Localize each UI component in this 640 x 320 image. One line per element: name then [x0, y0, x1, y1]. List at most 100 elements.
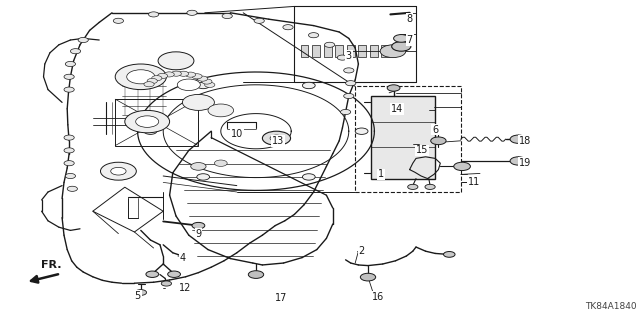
Bar	[347, 45, 355, 57]
Circle shape	[344, 93, 354, 99]
Circle shape	[202, 79, 212, 84]
Circle shape	[171, 71, 181, 76]
Circle shape	[444, 252, 455, 257]
Circle shape	[303, 82, 315, 89]
Circle shape	[177, 79, 200, 91]
Circle shape	[70, 49, 81, 54]
Circle shape	[262, 131, 291, 145]
Text: 6: 6	[432, 124, 438, 135]
Circle shape	[186, 72, 196, 77]
Circle shape	[187, 10, 197, 15]
Text: 15: 15	[416, 145, 429, 156]
Bar	[370, 45, 378, 57]
Circle shape	[78, 37, 88, 43]
Text: 1: 1	[378, 169, 384, 180]
Text: 5: 5	[134, 291, 141, 301]
Circle shape	[510, 157, 527, 165]
Circle shape	[135, 290, 147, 295]
Circle shape	[344, 68, 354, 73]
Circle shape	[64, 161, 74, 166]
Circle shape	[254, 18, 264, 23]
Circle shape	[425, 184, 435, 189]
Circle shape	[146, 271, 159, 277]
Circle shape	[161, 281, 172, 286]
Circle shape	[283, 25, 293, 30]
Circle shape	[144, 128, 157, 134]
Circle shape	[136, 116, 159, 127]
Bar	[301, 45, 308, 57]
Circle shape	[340, 109, 351, 115]
Circle shape	[360, 273, 376, 281]
Circle shape	[64, 148, 74, 153]
Circle shape	[196, 174, 209, 180]
Circle shape	[346, 81, 356, 86]
Text: 4: 4	[179, 252, 186, 263]
Circle shape	[308, 33, 319, 38]
Circle shape	[392, 42, 411, 51]
Circle shape	[355, 128, 368, 134]
Text: 3: 3	[346, 51, 352, 61]
Bar	[371, 96, 435, 179]
Circle shape	[127, 70, 155, 84]
Text: 8: 8	[406, 14, 413, 24]
Circle shape	[214, 160, 227, 166]
Bar	[381, 45, 389, 57]
Bar	[335, 45, 343, 57]
Circle shape	[147, 78, 157, 84]
Circle shape	[337, 55, 348, 60]
Circle shape	[387, 85, 400, 91]
Text: TK84A1840: TK84A1840	[585, 302, 637, 311]
Circle shape	[148, 12, 159, 17]
Circle shape	[380, 45, 406, 58]
Text: 18: 18	[518, 136, 531, 146]
Circle shape	[113, 18, 124, 23]
Text: 17: 17	[275, 293, 288, 303]
Circle shape	[182, 94, 214, 110]
Text: 16: 16	[371, 292, 384, 302]
Bar	[324, 45, 332, 57]
Circle shape	[125, 110, 170, 133]
Circle shape	[164, 72, 174, 77]
Circle shape	[64, 87, 74, 92]
Text: 9: 9	[195, 228, 202, 239]
Bar	[358, 45, 366, 57]
Circle shape	[197, 76, 207, 81]
Circle shape	[65, 173, 76, 179]
Circle shape	[208, 104, 234, 117]
Text: 10: 10	[230, 129, 243, 140]
Circle shape	[65, 61, 76, 67]
Circle shape	[67, 186, 77, 191]
Bar	[355, 86, 461, 192]
Circle shape	[144, 82, 154, 87]
Circle shape	[192, 222, 205, 229]
Circle shape	[454, 162, 470, 171]
Circle shape	[324, 42, 335, 47]
Text: 12: 12	[179, 283, 192, 293]
Circle shape	[64, 135, 74, 140]
Text: 19: 19	[518, 158, 531, 168]
Circle shape	[157, 73, 168, 78]
Text: 13: 13	[272, 136, 285, 146]
Circle shape	[179, 71, 189, 76]
Text: 14: 14	[390, 104, 403, 114]
Circle shape	[408, 184, 418, 189]
Circle shape	[192, 74, 202, 79]
Circle shape	[115, 64, 166, 90]
Circle shape	[111, 167, 126, 175]
Circle shape	[394, 35, 409, 42]
Circle shape	[248, 271, 264, 278]
Circle shape	[431, 137, 446, 145]
Circle shape	[168, 271, 180, 277]
Circle shape	[302, 174, 315, 180]
Text: 11: 11	[467, 177, 480, 188]
Bar	[115, 99, 198, 146]
Circle shape	[100, 162, 136, 180]
Circle shape	[64, 74, 74, 79]
Circle shape	[197, 82, 210, 89]
Text: 7: 7	[406, 35, 413, 45]
Circle shape	[191, 163, 206, 170]
Circle shape	[222, 13, 232, 19]
Circle shape	[152, 76, 162, 81]
Circle shape	[510, 135, 527, 143]
Text: 2: 2	[358, 246, 365, 256]
